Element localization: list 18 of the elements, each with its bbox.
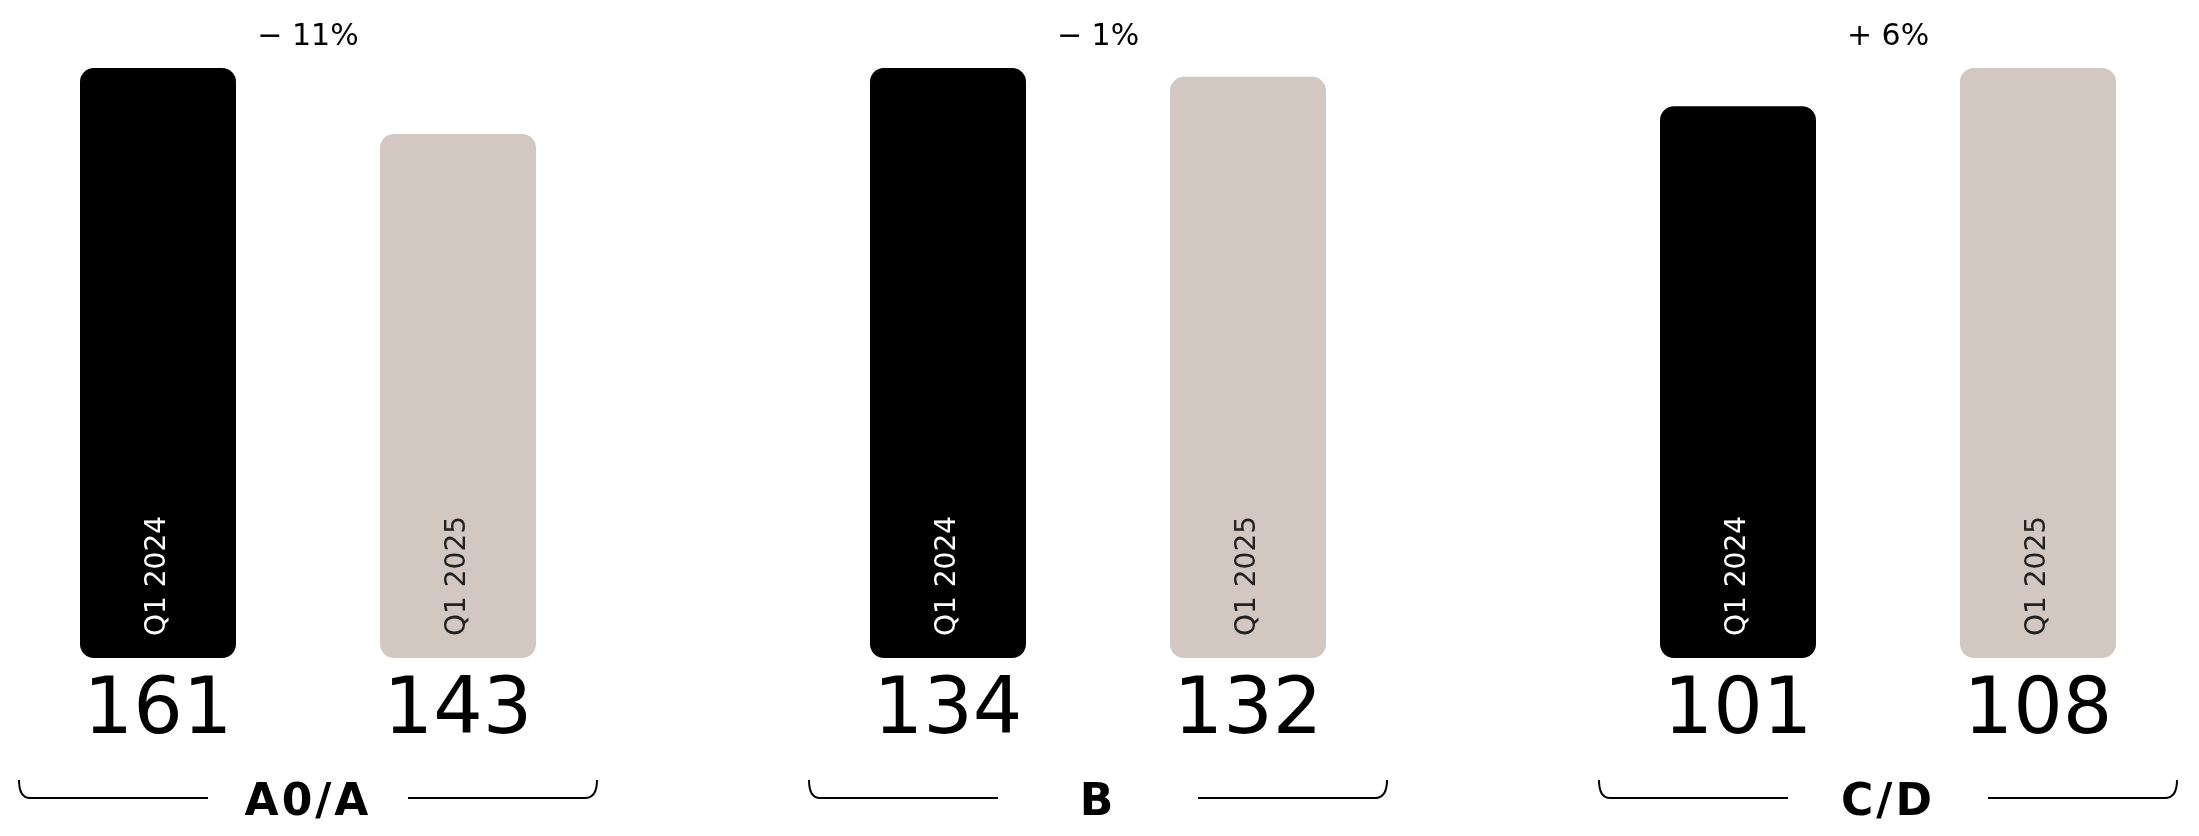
- data-label: 101: [1663, 661, 1813, 752]
- x-tick-label: Q1 2025: [439, 515, 473, 636]
- x-tick-label: Q1 2025: [2019, 515, 2053, 636]
- data-label: 143: [383, 661, 533, 752]
- x-axis-title: B: [1078, 774, 1118, 825]
- data-label: 134: [873, 661, 1023, 752]
- x-tick-label: Q1 2025: [1229, 515, 1263, 636]
- x-tick-label: Q1 2024: [139, 515, 173, 636]
- x-tick-label: Q1 2024: [1719, 515, 1753, 636]
- data-label: 108: [1963, 661, 2113, 752]
- text: − 1%: [1056, 16, 1140, 52]
- data-label: 161: [83, 661, 233, 752]
- x-axis-title: A0/A: [243, 774, 373, 825]
- x-tick-label: Q1 2024: [929, 515, 963, 636]
- text: − 11%: [257, 16, 359, 52]
- text: + 6%: [1846, 16, 1930, 52]
- data-label: 132: [1173, 661, 1323, 752]
- x-axis-title: C/D: [1840, 774, 1936, 825]
